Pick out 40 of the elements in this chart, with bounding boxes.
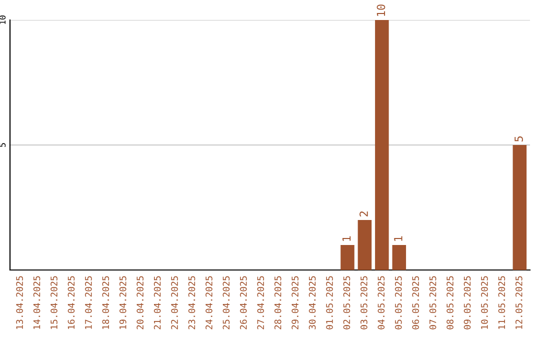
bar [340, 245, 354, 270]
x-tick-label: 06.05.2025 [412, 276, 419, 330]
x-tick-label: 18.04.2025 [102, 276, 110, 329]
bar [392, 245, 406, 270]
x-tick-label: 08.05.2025 [446, 276, 454, 330]
x-tick-label: 03.05.2025 [360, 276, 368, 330]
data-label: 5 [514, 136, 523, 142]
x-tick-label: 02.05.2025 [343, 276, 350, 330]
x-tick-label: 14.04.2025 [33, 276, 40, 329]
x-tick-label: 10.05.2025 [481, 276, 488, 329]
x-tick-label: 16.04.2025 [68, 276, 75, 329]
bar [375, 20, 389, 270]
x-tick-label: 21.04.2025 [154, 276, 161, 330]
x-tick-label: 13.04.2025 [16, 276, 23, 329]
bar [512, 145, 527, 270]
x-tick-label: 22.04.2025 [171, 276, 178, 330]
x-tick-label: 07.05.2025 [429, 276, 436, 330]
x-tick-label: 28.04.2025 [274, 276, 282, 330]
data-label: 10 [376, 4, 386, 16]
data-label: 1 [394, 236, 402, 241]
x-tick-label: 01.05.2025 [326, 276, 333, 330]
x-tick-label: 19.04.2025 [119, 276, 126, 329]
x-tick-label: 17.04.2025 [85, 276, 92, 329]
x-tick-label: 15.04.2025 [50, 276, 58, 329]
x-tick-label: 12.05.2025 [515, 276, 522, 329]
x-tick-label: 20.04.2025 [136, 276, 144, 330]
x-tick-label: 27.04.2025 [257, 276, 264, 330]
data-label: 1 [342, 236, 351, 241]
x-tick-label: 30.04.2025 [308, 276, 316, 330]
x-tick-label: 25.04.2025 [222, 276, 230, 330]
x-tick-label: 23.04.2025 [188, 276, 196, 330]
data-label: 2 [360, 211, 368, 216]
x-tick-label: 05.05.2025 [394, 276, 402, 330]
bar [358, 220, 372, 270]
x-tick-label: 09.05.2025 [464, 276, 471, 330]
x-tick-label: 29.04.2025 [292, 276, 298, 330]
x-tick-label: 04.05.2025 [378, 276, 385, 330]
x-tick-label: 26.04.2025 [240, 276, 247, 330]
x-tick-label: 11.05.2025 [498, 276, 506, 329]
x-tick-label: 24.04.2025 [206, 276, 212, 330]
